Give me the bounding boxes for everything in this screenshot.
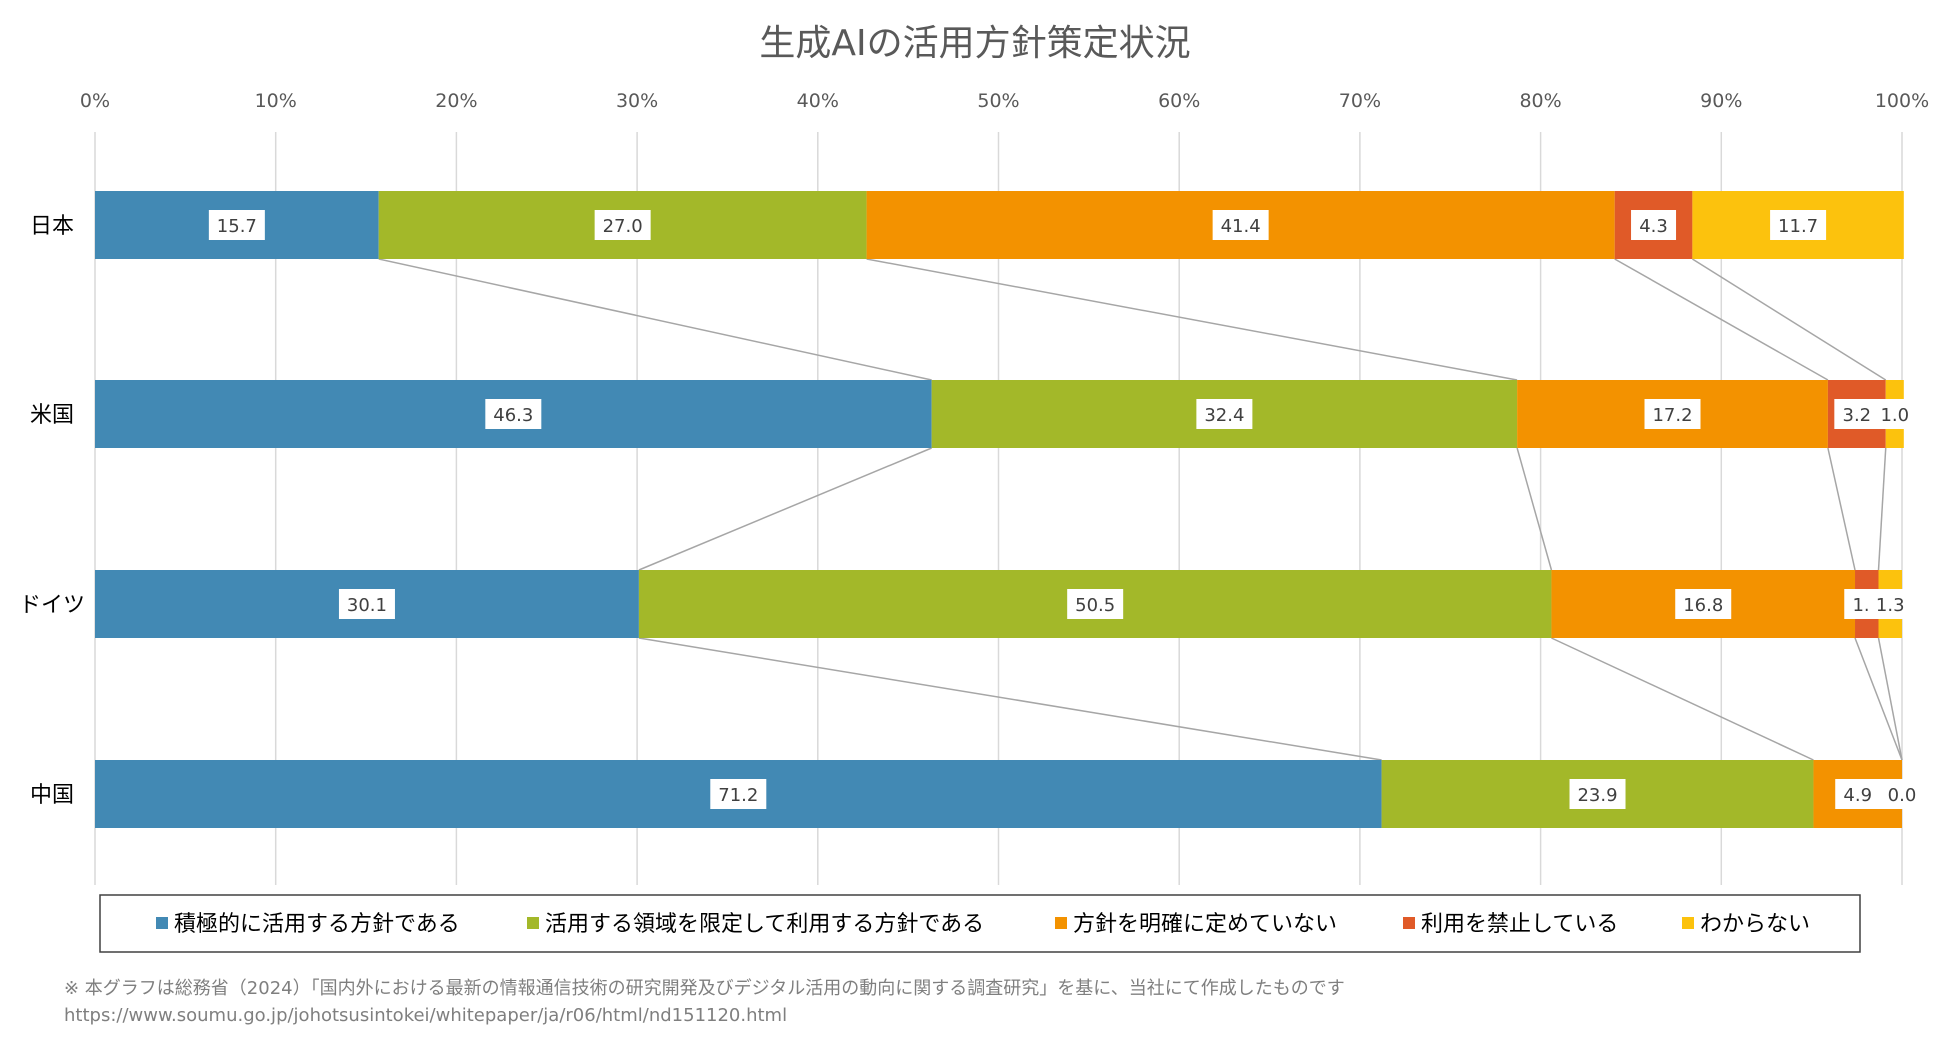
data-label: 16.8 xyxy=(1683,595,1723,616)
x-tick-label: 80% xyxy=(1519,90,1561,112)
data-labels: 15.7 27.0 41.4 4.3 11.7 46.3 32.4 17.2 3.2 1.0 30.… xyxy=(208,210,1925,809)
data-label-box xyxy=(1872,399,1918,429)
data-label-box xyxy=(1212,210,1269,240)
data-label-box xyxy=(594,210,651,240)
data-label-box xyxy=(208,210,265,240)
data-label: 46.3 xyxy=(493,405,533,426)
data-label: 50.5 xyxy=(1075,595,1115,616)
series-line xyxy=(638,637,1382,761)
data-label: 4.3 xyxy=(1639,216,1668,237)
series-line xyxy=(1827,447,1856,571)
data-label-box xyxy=(1196,399,1253,429)
data-label-box xyxy=(1770,210,1827,240)
legend-box xyxy=(99,894,1861,953)
legend-swatch xyxy=(1682,917,1694,929)
data-label-box xyxy=(338,589,395,619)
chart-title: 生成AIの活用方針策定状況 xyxy=(759,23,1190,64)
series-connector-lines xyxy=(378,258,1903,761)
data-label-box xyxy=(1067,589,1124,619)
legend-swatch xyxy=(1403,917,1415,929)
x-tick-label: 100% xyxy=(1875,90,1929,112)
x-tick-label: 70% xyxy=(1339,90,1381,112)
data-label-box xyxy=(1569,779,1626,809)
legend: 積極的に活用する方針である 活用する領域を限定して利用する方針である 方針を明確に定… xyxy=(156,912,1810,937)
data-label-box xyxy=(1675,589,1732,619)
series-line xyxy=(1551,637,1814,761)
series-line xyxy=(1854,637,1903,761)
x-tick-label: 50% xyxy=(977,90,1019,112)
x-tick-label: 30% xyxy=(616,90,658,112)
bars xyxy=(95,191,1904,828)
x-tick-label: 60% xyxy=(1158,90,1200,112)
x-tick-label: 90% xyxy=(1700,90,1742,112)
data-label: 17.2 xyxy=(1652,405,1692,426)
x-tick-label: 10% xyxy=(255,90,297,112)
series-line xyxy=(1877,447,1887,571)
source-url: https://www.soumu.go.jp/johotsusintokei/… xyxy=(64,1005,788,1026)
data-label: 1.0 xyxy=(1880,405,1909,426)
legend-swatch xyxy=(1055,917,1067,929)
legend-label: 利用を禁止している xyxy=(1421,912,1618,937)
series-line xyxy=(378,258,932,381)
data-label-box xyxy=(1631,210,1677,240)
legend-label: 活用する領域を限定して利用する方針である xyxy=(545,912,984,937)
data-label-box xyxy=(1879,779,1925,809)
data-label-box xyxy=(1835,779,1881,809)
source-note: ※ 本グラフは総務省（2024）「国内外における最新の情報通信技術の研究開発及び… xyxy=(64,978,1345,999)
series-line xyxy=(638,447,932,571)
legend-swatch xyxy=(156,917,168,929)
legend-swatch xyxy=(527,917,539,929)
data-label: 0.0 xyxy=(1888,785,1917,806)
data-label-box xyxy=(1867,589,1913,619)
data-label: 30.1 xyxy=(347,595,387,616)
category-label: 米国 xyxy=(30,403,74,428)
data-label-box xyxy=(710,779,767,809)
series-line xyxy=(1614,258,1829,381)
category-label: 中国 xyxy=(30,783,74,808)
data-label: 4.9 xyxy=(1843,785,1872,806)
legend-label: わからない xyxy=(1700,912,1810,937)
x-axis-tick-labels: 0% 10% 20% 30% 40% 50% 60% 70% 80% 90% 100% xyxy=(80,90,1929,112)
data-label: 23.9 xyxy=(1577,785,1617,806)
category-label: 日本 xyxy=(30,214,74,239)
data-label: 71.2 xyxy=(718,785,758,806)
series-line xyxy=(866,258,1518,381)
x-tick-label: 20% xyxy=(435,90,477,112)
data-label-box xyxy=(1644,399,1701,429)
data-label-box xyxy=(1834,399,1880,429)
series-line xyxy=(1516,447,1553,571)
data-label: 27.0 xyxy=(603,216,643,237)
data-label: 41.4 xyxy=(1221,216,1261,237)
data-label: 32.4 xyxy=(1204,405,1244,426)
data-label-box xyxy=(485,399,542,429)
x-tick-label: 40% xyxy=(797,90,839,112)
data-label: 11.7 xyxy=(1778,216,1818,237)
data-label: 1.3 xyxy=(1876,595,1905,616)
data-label: 3.2 xyxy=(1843,405,1872,426)
legend-label: 積極的に活用する方針である xyxy=(174,912,460,937)
x-tick-label: 0% xyxy=(80,90,110,112)
series-line xyxy=(1691,258,1887,381)
category-label: ドイツ xyxy=(19,593,85,618)
series-line xyxy=(1877,637,1903,761)
legend-label: 方針を明確に定めていない xyxy=(1073,912,1337,937)
data-label: 15.7 xyxy=(217,216,257,237)
